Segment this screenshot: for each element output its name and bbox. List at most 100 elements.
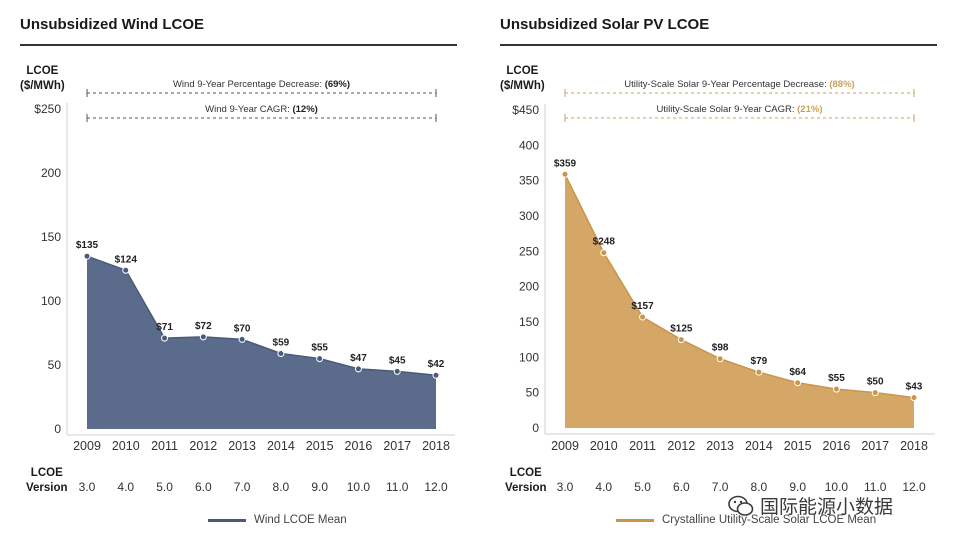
wind-version-value: 11.0 — [386, 480, 409, 494]
wind-version-label: LCOE Version — [26, 466, 68, 496]
wind-legend: Wind LCOE Mean — [208, 514, 347, 526]
solar-data-point — [600, 249, 608, 257]
wind-data-point — [122, 266, 130, 274]
wind-x-tick-label: 2013 — [228, 439, 256, 453]
wind-data-label: $55 — [311, 343, 328, 354]
wind-version-value: 9.0 — [311, 480, 328, 494]
solar-data-point — [794, 379, 802, 387]
wind-area — [87, 256, 436, 429]
solar-annotation-text: Utility-Scale Solar 9-Year Percentage De… — [624, 79, 854, 90]
solar-y-tick-label: $450 — [512, 103, 539, 117]
wind-version-value: 4.0 — [117, 480, 134, 494]
solar-data-label: $79 — [751, 356, 768, 367]
solar-title-divider — [500, 44, 937, 46]
solar-y-tick-label: 150 — [519, 315, 539, 329]
solar-data-label: $43 — [906, 382, 923, 393]
wind-version-value: 3.0 — [79, 480, 96, 494]
solar-data-point — [755, 368, 763, 376]
wind-annotation-text: Wind 9-Year CAGR: (12%) — [205, 104, 318, 115]
wind-y-tick-label: 0 — [54, 422, 61, 436]
wind-y-tick-label: $250 — [34, 102, 61, 116]
solar-version-label: LCOE Version — [505, 466, 547, 496]
solar-chart-title: Unsubsidized Solar PV LCOE — [500, 16, 710, 33]
wind-legend-label: Wind LCOE Mean — [254, 514, 347, 526]
solar-x-tick-label: 2010 — [590, 439, 618, 453]
solar-y-tick-label: 100 — [519, 350, 539, 364]
solar-annotation-text: Utility-Scale Solar 9-Year CAGR: (21%) — [657, 104, 823, 115]
solar-version-line1: LCOE — [509, 467, 542, 479]
wind-y-tick-label: 100 — [41, 294, 61, 308]
wind-data-label: $135 — [76, 240, 99, 251]
wind-data-point — [316, 355, 324, 363]
wind-version-value: 6.0 — [195, 480, 212, 494]
solar-legend-swatch — [616, 518, 654, 522]
wind-data-point — [277, 349, 285, 357]
wind-x-tick-label: 2014 — [267, 439, 295, 453]
solar-chart-plot: $450 400 350 300 250 200 150 100 50 0 $359 $248 $157… — [512, 79, 935, 494]
solar-version-value: 7.0 — [712, 480, 729, 494]
wind-data-point — [83, 252, 91, 260]
solar-version-value: 10.0 — [825, 480, 849, 494]
solar-data-label: $157 — [631, 301, 654, 312]
solar-data-point — [561, 170, 569, 178]
solar-data-point — [910, 394, 918, 402]
solar-x-tick-label: 2014 — [745, 439, 773, 453]
wind-version-value: 10.0 — [347, 480, 371, 494]
solar-data-point — [832, 385, 840, 393]
solar-chart-panel: Unsubsidized Solar PV LCOE LCOE ($/MWh) … — [480, 0, 950, 546]
solar-data-label: $359 — [554, 158, 577, 169]
solar-data-label: $50 — [867, 377, 884, 388]
wind-version-line1: LCOE — [30, 467, 63, 479]
wind-annotation-text: Wind 9-Year Percentage Decrease: (69%) — [173, 79, 350, 90]
wind-data-point — [393, 367, 401, 375]
wind-version-value: 8.0 — [273, 480, 290, 494]
solar-area — [565, 174, 914, 428]
solar-y-tick-label: 350 — [519, 174, 539, 188]
wind-data-label: $72 — [195, 321, 212, 332]
solar-y-tick-label: 200 — [519, 280, 539, 294]
solar-x-tick-label: 2017 — [861, 439, 889, 453]
wind-data-point — [161, 334, 169, 342]
wind-data-point — [238, 335, 246, 343]
wind-x-tick-label: 2016 — [345, 439, 373, 453]
wind-x-tick-label: 2018 — [422, 439, 450, 453]
solar-version-line2: Version — [505, 482, 547, 494]
wechat-icon — [728, 495, 754, 516]
solar-x-tick-label: 2009 — [551, 439, 579, 453]
solar-y-tick-label: 0 — [532, 421, 539, 435]
wind-chart-panel: Unsubsidized Wind LCOE LCOE ($/MWh) $250… — [0, 0, 470, 546]
solar-data-point — [677, 336, 685, 344]
wind-data-label: $45 — [389, 355, 406, 366]
solar-data-point — [716, 355, 724, 363]
solar-x-tick-label: 2016 — [823, 439, 851, 453]
wind-legend-swatch — [208, 518, 246, 522]
wind-chart-plot: $250 200 150 100 50 0 $135 $124 $71 $72 $70 $59 $55 $… — [34, 79, 455, 494]
wind-version-value: 7.0 — [234, 480, 251, 494]
wind-y-tick-label: 50 — [48, 358, 62, 372]
solar-y-tick-label: 250 — [519, 244, 539, 258]
wind-y-tick-label: 200 — [41, 166, 61, 180]
solar-x-tick-label: 2012 — [667, 439, 695, 453]
wind-data-point — [432, 371, 440, 379]
wind-x-tick-label: 2010 — [112, 439, 140, 453]
wind-y-tick-label: 150 — [41, 230, 61, 244]
solar-y-tick-label: 400 — [519, 138, 539, 152]
solar-data-label: $55 — [828, 373, 845, 384]
solar-version-value: 12.0 — [902, 480, 926, 494]
solar-data-label: $64 — [789, 367, 806, 378]
solar-version-value: 9.0 — [789, 480, 806, 494]
wind-data-label: $70 — [234, 323, 251, 334]
wind-unit-line1: LCOE — [26, 65, 59, 77]
solar-legend-label: Crystalline Utility-Scale Solar LCOE Mea… — [662, 514, 877, 526]
wind-x-tick-label: 2012 — [189, 439, 217, 453]
solar-version-value: 11.0 — [864, 480, 887, 494]
solar-version-value: 4.0 — [595, 480, 612, 494]
wind-data-label: $124 — [115, 254, 138, 265]
wind-data-label: $71 — [156, 322, 173, 333]
solar-version-value: 3.0 — [557, 480, 574, 494]
solar-x-tick-label: 2015 — [784, 439, 812, 453]
wind-data-label: $59 — [273, 337, 290, 348]
wind-title-divider — [20, 44, 457, 46]
wind-x-tick-label: 2009 — [73, 439, 101, 453]
solar-data-point — [871, 389, 879, 397]
